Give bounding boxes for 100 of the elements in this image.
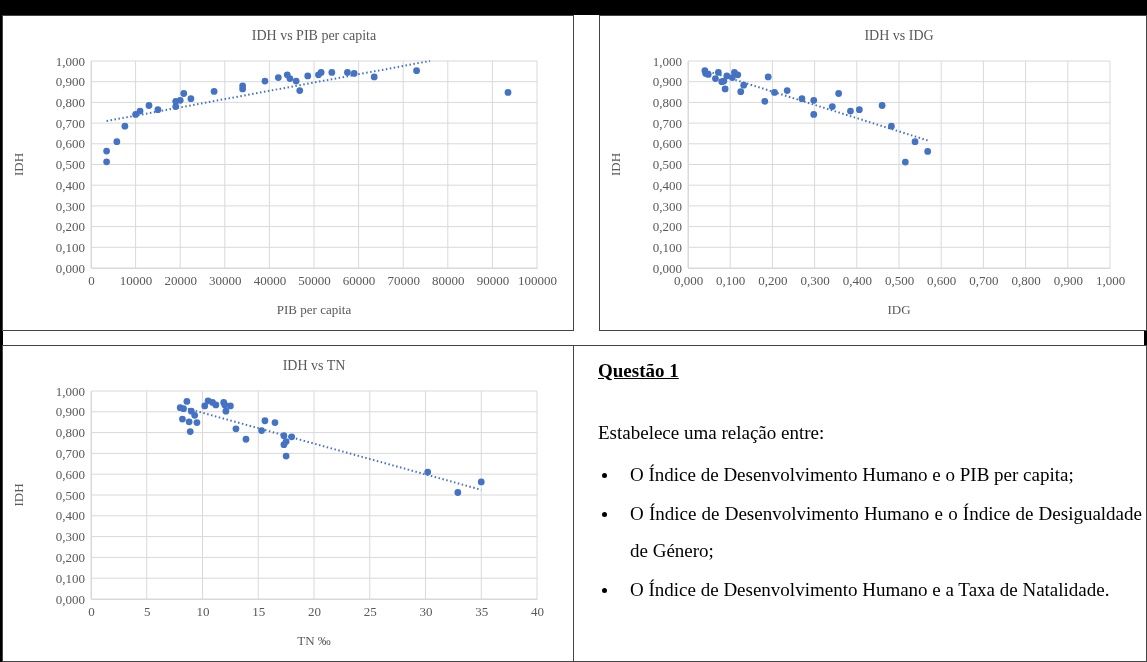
- point: [737, 88, 745, 96]
- y-tick-label: 0,400: [652, 177, 682, 193]
- point: [504, 89, 512, 96]
- x-tick-label: 30: [419, 604, 433, 620]
- text: Estabelece uma relação entre:: [598, 422, 826, 444]
- point: [855, 106, 863, 114]
- point: [344, 69, 351, 76]
- point: [715, 69, 722, 76]
- text: O Índice de Desenvolvimento Humano e o Índice de Desigualdade de Género;: [630, 502, 1142, 563]
- y-tick-label: 0,900: [652, 74, 682, 90]
- point: [847, 107, 854, 115]
- point: [258, 427, 265, 434]
- point: [888, 122, 895, 130]
- x-tick-label: 0: [88, 273, 95, 289]
- point: [136, 107, 144, 115]
- y-tick-label: 0,200: [55, 550, 85, 566]
- point: [282, 438, 290, 445]
- x-tick-label: 0,000: [673, 273, 704, 289]
- point: [350, 70, 358, 77]
- x-tick-label: 100000: [518, 273, 557, 289]
- x-tick-label: 40: [531, 604, 544, 620]
- chart-title: IDH vs TN: [282, 358, 346, 373]
- x-tick-label: 0,600: [927, 273, 957, 289]
- x-axis-title: TN ‰: [297, 633, 331, 648]
- y-tick-label: 0,200: [652, 219, 682, 235]
- point: [222, 407, 230, 415]
- x-tick-label: 0,200: [758, 273, 788, 289]
- x-tick-label: 0,900: [1053, 273, 1083, 289]
- point: [145, 102, 153, 109]
- point: [103, 158, 110, 166]
- y-tick-label: 0,400: [55, 177, 85, 193]
- point: [210, 88, 218, 95]
- x-tick-label: 35: [475, 604, 489, 620]
- y-tick-label: 0,300: [55, 198, 85, 214]
- x-tick-label: 0,500: [884, 273, 915, 289]
- x-axis-title: IDG: [887, 302, 911, 317]
- point: [103, 147, 110, 155]
- x-tick-label: 20000: [164, 273, 197, 289]
- y-tick-label: 0,000: [55, 260, 85, 276]
- y-tick-label: 0,800: [55, 95, 85, 111]
- y-axis-title: IDH: [608, 152, 623, 177]
- chart-title: IDH vs PIB per capita: [251, 28, 377, 43]
- y-tick-label: 0,500: [55, 157, 85, 173]
- y-tick-label: 0,800: [652, 95, 682, 111]
- point: [828, 103, 836, 110]
- chart-title: IDH vs IDG: [864, 28, 934, 43]
- point: [296, 87, 304, 94]
- y-tick-label: 0,000: [55, 591, 85, 607]
- point: [212, 401, 220, 409]
- point: [413, 67, 420, 75]
- y-tick-label: 0,300: [55, 529, 85, 545]
- point: [761, 97, 769, 105]
- x-tick-label: 0,700: [969, 273, 999, 289]
- point: [274, 74, 282, 81]
- point: [370, 73, 378, 81]
- point: [764, 73, 772, 81]
- point: [424, 468, 432, 476]
- x-axis-title: PIB per capita: [276, 302, 352, 317]
- y-tick-label: 0,100: [652, 239, 682, 255]
- point: [286, 75, 294, 82]
- point: [191, 411, 199, 419]
- x-tick-label: 0,400: [842, 273, 872, 289]
- y-tick-label: 0,600: [55, 466, 85, 482]
- y-tick-label: 1,000: [55, 53, 85, 69]
- point: [242, 435, 250, 443]
- x-tick-label: 60000: [342, 273, 376, 289]
- x-tick-label: 1,000: [1095, 273, 1126, 289]
- point: [783, 87, 791, 94]
- x-tick-label: 80000: [432, 273, 465, 289]
- x-tick-label: 40000: [253, 273, 287, 289]
- y-tick-label: 0,600: [652, 136, 682, 152]
- point: [771, 89, 778, 96]
- x-tick-label: 0,300: [800, 273, 830, 289]
- x-tick-label: 50000: [298, 273, 331, 289]
- point: [180, 90, 188, 97]
- y-tick-label: 1,000: [55, 383, 85, 399]
- point: [911, 138, 919, 146]
- y-tick-label: 0,200: [55, 219, 85, 235]
- point: [810, 96, 818, 104]
- point: [186, 428, 194, 435]
- point: [185, 418, 193, 426]
- x-tick-label: 30000: [209, 273, 242, 289]
- point: [835, 90, 843, 97]
- x-tick-label: 10000: [119, 273, 153, 289]
- text: O Índice de Desenvolvimento Humano e o PIB per capita;: [630, 463, 1074, 487]
- point: [901, 158, 909, 166]
- point: [878, 102, 886, 109]
- x-tick-label: 90000: [476, 273, 510, 289]
- x-tick-label: 20: [308, 604, 321, 620]
- point: [113, 138, 121, 146]
- point: [176, 96, 184, 104]
- y-tick-label: 0,900: [55, 404, 85, 420]
- point: [121, 122, 129, 130]
- point: [183, 398, 191, 405]
- point: [454, 489, 462, 496]
- point: [261, 417, 269, 425]
- point: [734, 71, 742, 79]
- y-tick-label: 0,700: [652, 115, 682, 131]
- x-tick-label: 0,800: [1011, 273, 1041, 289]
- y-tick-label: 0,700: [55, 115, 85, 131]
